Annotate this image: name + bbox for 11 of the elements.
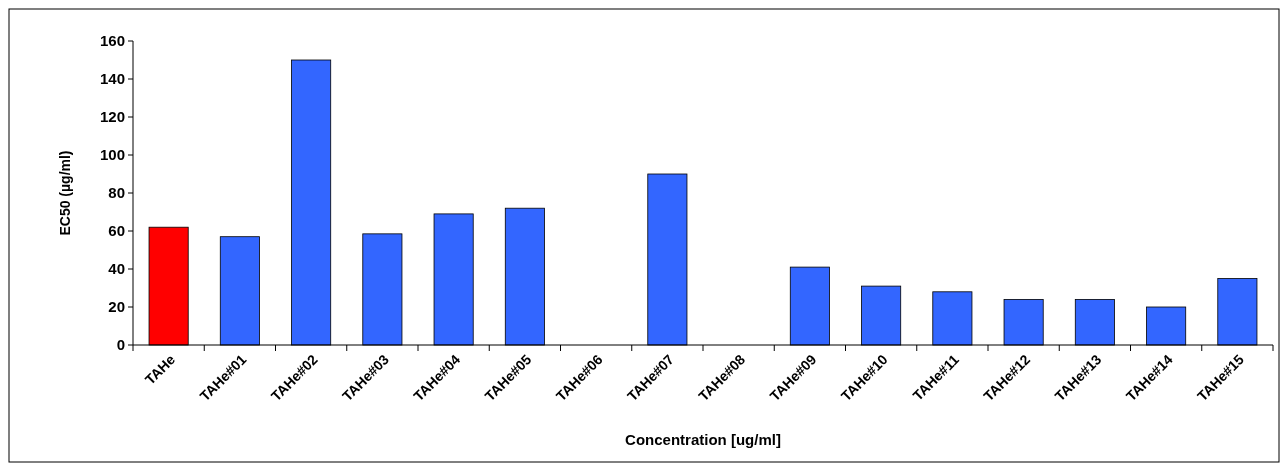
y-tick-label: 120 xyxy=(99,108,125,126)
y-tick-label: 40 xyxy=(108,260,125,278)
y-tick-label: 80 xyxy=(108,184,125,202)
x-axis-title: Concentration [ug/ml] xyxy=(625,431,781,448)
y-tick-label: 0 xyxy=(116,336,125,354)
y-axis-title: EC50 (µg/ml) xyxy=(57,150,73,236)
y-tick-label: 160 xyxy=(99,32,125,50)
y-tick-label: 60 xyxy=(108,222,125,240)
y-tick-label: 100 xyxy=(99,146,125,164)
y-tick-label: 20 xyxy=(108,298,125,316)
y-tick-label: 140 xyxy=(99,70,125,88)
